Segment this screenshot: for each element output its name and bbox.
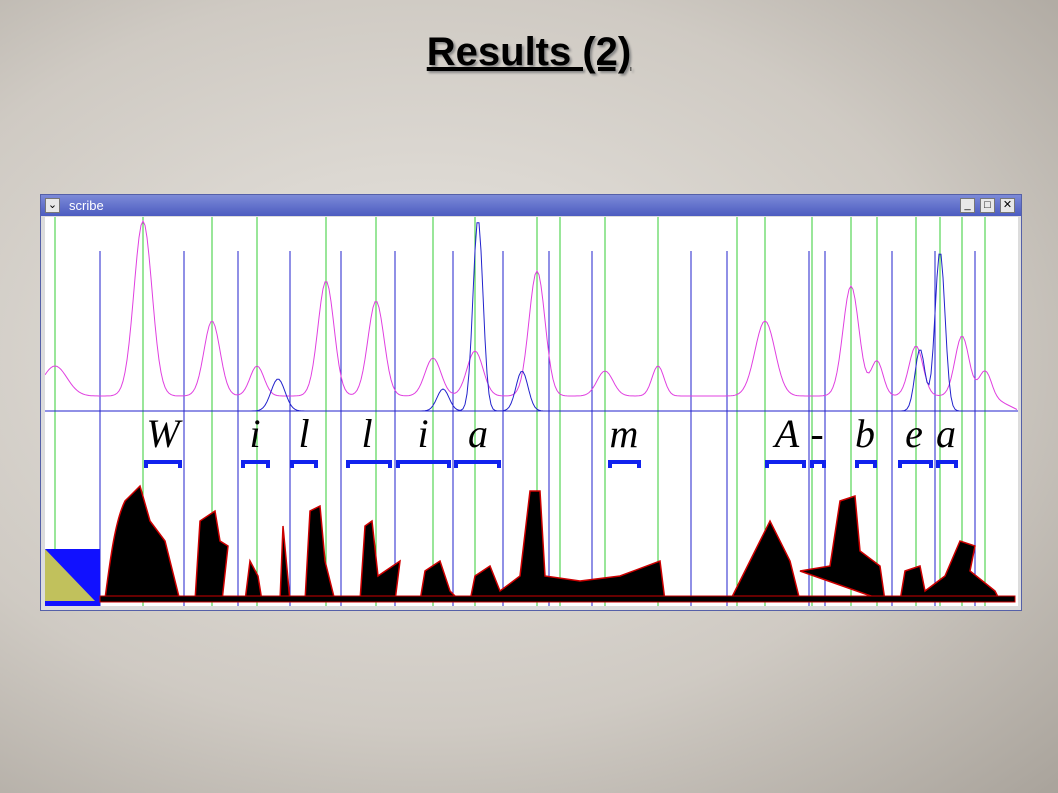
ink-stroke	[419, 559, 462, 602]
ink-stroke	[244, 558, 263, 602]
letter-label: i	[249, 411, 260, 456]
ink-stroke	[359, 519, 401, 602]
letter-label: i	[417, 411, 428, 456]
ink-stroke	[799, 494, 886, 603]
letter-label: m	[610, 411, 639, 456]
magenta-profile	[45, 219, 1018, 410]
letter-label: l	[361, 411, 372, 456]
letter-label: A	[772, 411, 800, 456]
minimize-button[interactable]: _	[960, 198, 975, 213]
letter-label: b	[855, 411, 875, 456]
letter-bracket	[396, 460, 451, 468]
letter-bracket	[454, 460, 501, 468]
letter-bracket	[898, 460, 933, 468]
letter-bracket	[855, 460, 877, 468]
letter-label: a	[468, 411, 488, 456]
ink-stroke	[304, 504, 336, 602]
letter-label: l	[298, 411, 309, 456]
letter-bracket	[144, 460, 182, 468]
letter-bracket	[810, 460, 826, 468]
letter-label: a	[936, 411, 956, 456]
letter-bracket	[608, 460, 641, 468]
ink-stroke	[194, 509, 229, 602]
ink-stroke	[899, 540, 1002, 602]
letter-bracket	[936, 460, 958, 468]
window-menu-button[interactable]: ⌄	[45, 198, 60, 213]
letter-label: e	[905, 411, 923, 456]
letter-bracket	[241, 460, 270, 468]
title-bar: ⌄ scribe _ □ ✕	[41, 195, 1021, 216]
ink-stroke	[728, 519, 801, 602]
letter-label: -	[810, 411, 823, 456]
maximize-button[interactable]: □	[980, 198, 995, 213]
slide-title: Results (2)	[426, 30, 632, 74]
ink-stroke	[104, 484, 181, 602]
blue-profile	[45, 222, 1017, 412]
ink-stroke	[279, 525, 291, 602]
close-button[interactable]: ✕	[1000, 198, 1015, 213]
ink-stroke	[469, 490, 666, 602]
letter-bracket	[290, 460, 318, 468]
letter-label: W	[146, 411, 183, 456]
window-title: scribe	[69, 198, 104, 213]
color-patch-detail	[45, 549, 95, 601]
letter-bracket	[765, 460, 806, 468]
letter-bracket	[346, 460, 392, 468]
ink-baseline	[99, 595, 1016, 603]
